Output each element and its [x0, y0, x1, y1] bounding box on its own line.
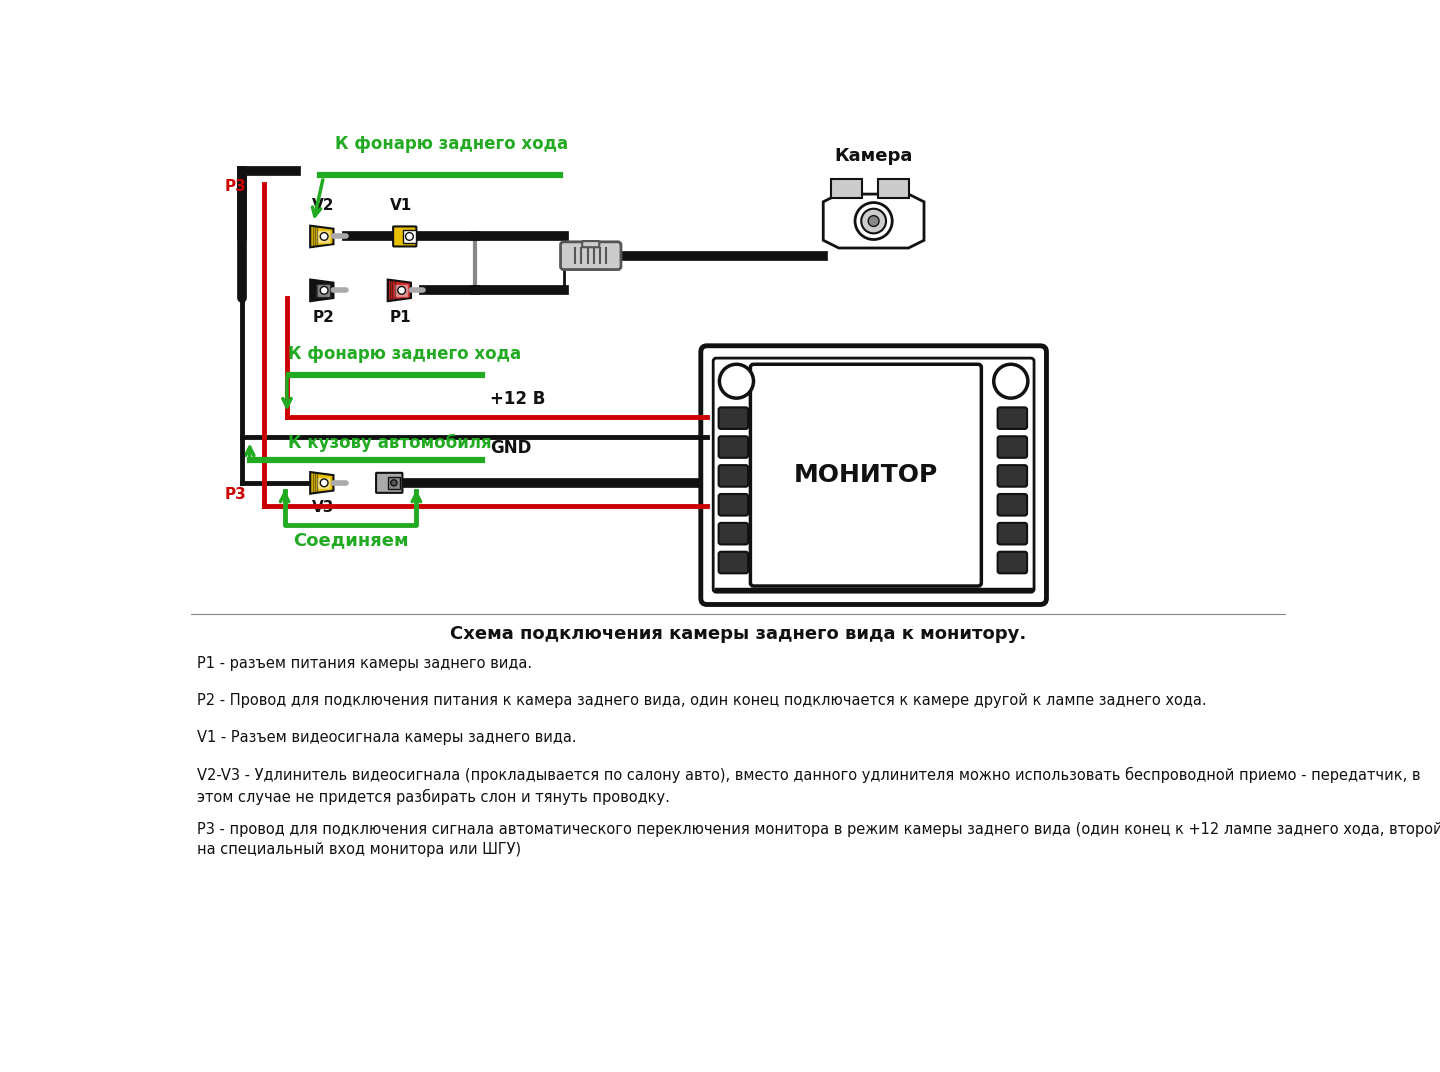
Circle shape	[406, 233, 413, 240]
FancyBboxPatch shape	[317, 230, 330, 242]
FancyBboxPatch shape	[998, 436, 1027, 458]
FancyBboxPatch shape	[317, 284, 330, 297]
Text: P2: P2	[312, 311, 334, 326]
Polygon shape	[831, 179, 863, 198]
FancyBboxPatch shape	[393, 226, 416, 247]
Text: V3: V3	[312, 500, 334, 515]
FancyBboxPatch shape	[719, 436, 747, 458]
Text: P3: P3	[225, 179, 246, 194]
Text: К фонарю заднего хода: К фонарю заднего хода	[288, 345, 521, 363]
Text: К кузову автомобиля: К кузову автомобиля	[288, 434, 492, 452]
Polygon shape	[310, 226, 334, 248]
Text: Схема подключения камеры заднего вида к монитору.: Схема подключения камеры заднего вида к …	[449, 625, 1027, 643]
Text: Р1 - разъем питания камеры заднего вида.: Р1 - разъем питания камеры заднего вида.	[197, 656, 533, 671]
FancyBboxPatch shape	[998, 523, 1027, 545]
FancyBboxPatch shape	[719, 465, 747, 487]
Text: V2: V2	[312, 198, 334, 213]
Circle shape	[320, 286, 328, 294]
Circle shape	[994, 364, 1028, 398]
FancyBboxPatch shape	[582, 241, 599, 248]
Circle shape	[861, 209, 886, 234]
Text: МОНИТОР: МОНИТОР	[793, 463, 937, 487]
Circle shape	[868, 215, 878, 226]
Text: +12 В: +12 В	[490, 390, 546, 408]
Polygon shape	[824, 194, 924, 248]
Circle shape	[320, 233, 328, 240]
Circle shape	[855, 203, 893, 239]
Polygon shape	[310, 280, 334, 301]
FancyBboxPatch shape	[376, 473, 402, 493]
FancyBboxPatch shape	[713, 358, 1034, 592]
FancyBboxPatch shape	[719, 494, 747, 516]
Circle shape	[720, 364, 753, 398]
FancyBboxPatch shape	[998, 494, 1027, 516]
FancyBboxPatch shape	[719, 523, 747, 545]
Circle shape	[397, 286, 406, 294]
FancyBboxPatch shape	[560, 242, 621, 269]
Text: V1: V1	[390, 198, 412, 213]
FancyBboxPatch shape	[998, 465, 1027, 487]
Text: Р3 - провод для подключения сигнала автоматического переключения монитора в режи: Р3 - провод для подключения сигнала авто…	[197, 822, 1440, 858]
FancyBboxPatch shape	[719, 407, 747, 429]
Text: V1 - Разъем видеосигнала камеры заднего вида.: V1 - Разъем видеосигнала камеры заднего …	[197, 730, 576, 745]
Polygon shape	[387, 280, 410, 301]
Text: Р2 - Провод для подключения питания к камера заднего вида, один конец подключает: Р2 - Провод для подключения питания к ка…	[197, 694, 1207, 708]
Text: GND: GND	[490, 438, 531, 457]
FancyBboxPatch shape	[701, 346, 1047, 605]
Text: Камера: Камера	[834, 147, 913, 165]
Circle shape	[390, 480, 397, 486]
Text: V2-V3 - Удлинитель видеосигнала (прокладывается по салону авто), вместо данного : V2-V3 - Удлинитель видеосигнала (проклад…	[197, 766, 1420, 805]
FancyBboxPatch shape	[719, 552, 747, 574]
Text: P1: P1	[390, 311, 412, 326]
FancyBboxPatch shape	[317, 477, 330, 489]
FancyBboxPatch shape	[395, 284, 408, 297]
Circle shape	[320, 479, 328, 487]
Text: Соединяем: Соединяем	[292, 532, 409, 549]
FancyBboxPatch shape	[750, 364, 981, 586]
FancyBboxPatch shape	[387, 477, 400, 489]
Text: P3: P3	[225, 487, 246, 502]
Polygon shape	[310, 472, 334, 493]
Polygon shape	[877, 179, 909, 198]
FancyBboxPatch shape	[998, 552, 1027, 574]
FancyBboxPatch shape	[998, 407, 1027, 429]
FancyBboxPatch shape	[403, 230, 416, 242]
Text: К фонарю заднего хода: К фонарю заднего хода	[336, 135, 569, 153]
